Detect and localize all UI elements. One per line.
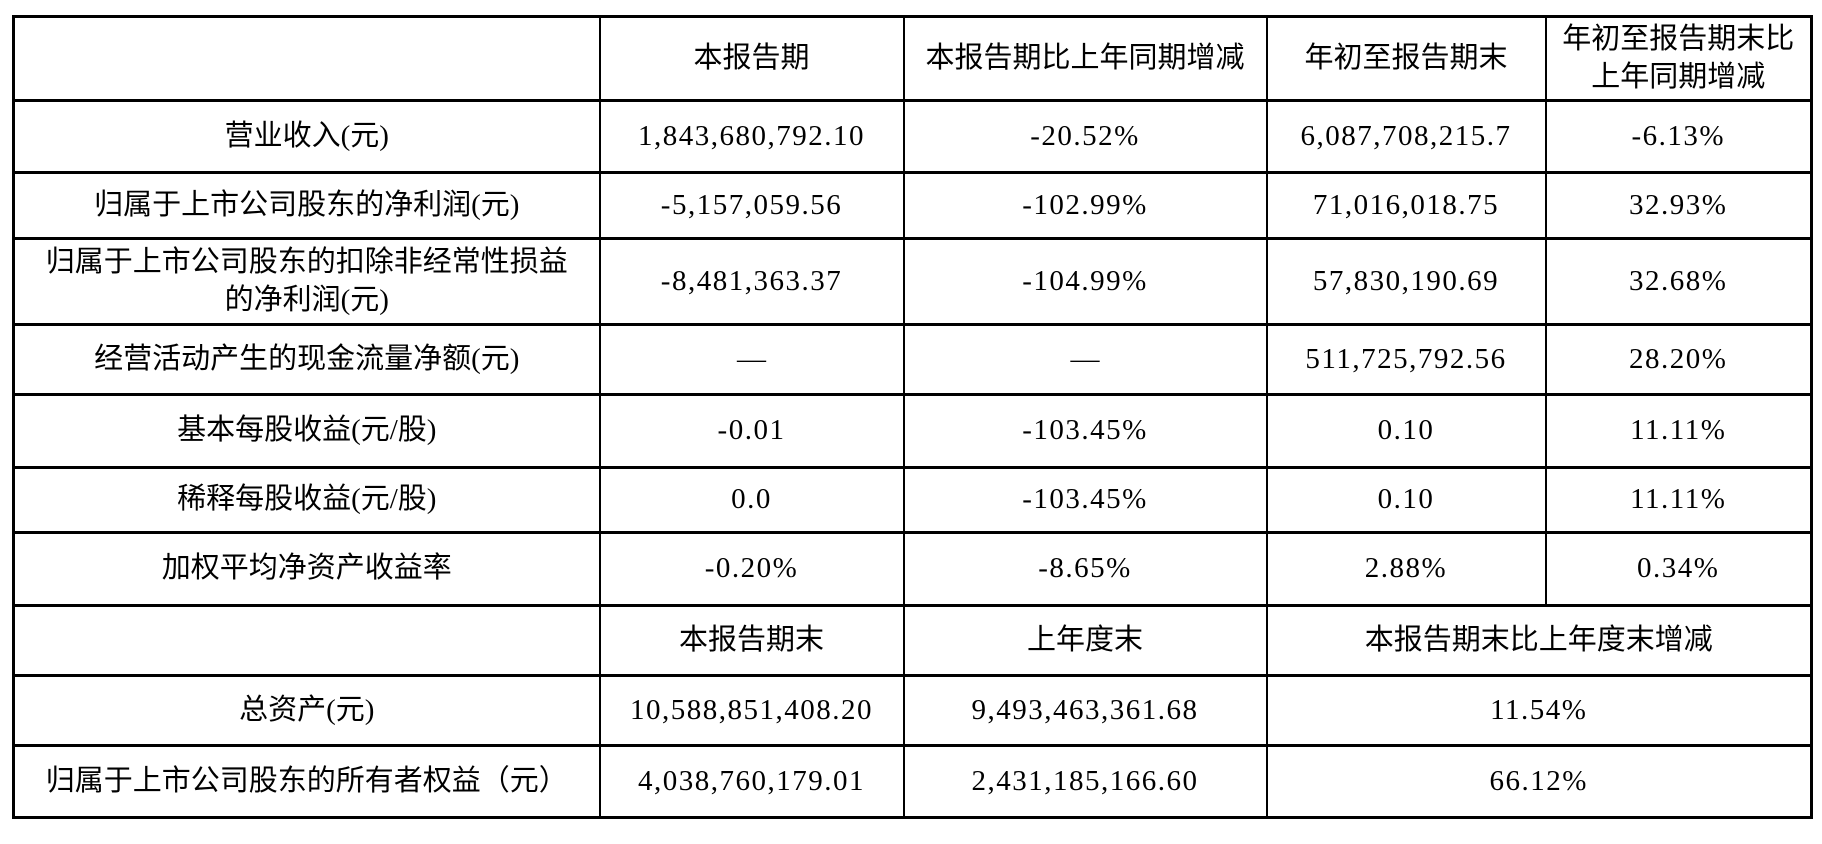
cell-value: 28.20% (1544, 322, 1813, 396)
cell-value: 0.34% (1544, 530, 1813, 607)
row-label: 经营活动产生的现金流量净额(元) (12, 322, 601, 396)
cell-value: -103.45% (902, 392, 1268, 469)
cell-value: 10,588,851,408.20 (598, 673, 905, 747)
cell-value: 9,493,463,361.68 (902, 673, 1268, 747)
header-row-period: 本报告期 本报告期比上年同期增减 年初至报告期末 年初至报告期末比 上年同期增减 (12, 15, 1813, 102)
table-row-total-assets: 总资产(元) 10,588,851,408.20 9,493,463,361.6… (12, 673, 1813, 747)
cell-value: 2.88% (1265, 530, 1547, 607)
cell-value: -8.65% (902, 530, 1268, 607)
row-label-line2: 的净利润(元) (224, 284, 389, 317)
cell-value: -8,481,363.37 (598, 236, 905, 326)
cell-value: 0.10 (1265, 465, 1547, 534)
row-label: 归属于上市公司股东的所有者权益（元） (12, 743, 601, 819)
cell-value: -104.99% (902, 236, 1268, 326)
cell-value: 1,843,680,792.10 (598, 98, 905, 174)
cell-value: 32.93% (1544, 170, 1813, 240)
cell-value: 511,725,792.56 (1265, 322, 1547, 396)
cell-value-merged: 11.54% (1265, 673, 1813, 747)
header-current-period: 本报告期 (598, 15, 905, 102)
table-row-net-profit-excl-nonrecurring: 归属于上市公司股东的扣除非经常性损益 的净利润(元) -8,481,363.37… (12, 236, 1813, 326)
row-label: 基本每股收益(元/股) (12, 392, 601, 469)
cell-value: 6,087,708,215.7 (1265, 98, 1547, 174)
row-label: 归属于上市公司股东的净利润(元) (12, 170, 601, 240)
cell-value: -5,157,059.56 (598, 170, 905, 240)
header-ytd-yoy-change-line1: 年初至报告期末比 (1562, 23, 1795, 55)
table-row-basic-eps: 基本每股收益(元/股) -0.01 -103.45% 0.10 11.11% (12, 392, 1813, 469)
cell-value-merged: 66.12% (1265, 743, 1813, 819)
table-row-operating-cash-flow: 经营活动产生的现金流量净额(元) — — 511,725,792.56 28.2… (12, 322, 1813, 396)
table-row-shareholders-equity: 归属于上市公司股东的所有者权益（元） 4,038,760,179.01 2,43… (12, 743, 1813, 819)
cell-value: 0.0 (598, 465, 905, 534)
header-row-period-end: 本报告期末 上年度末 本报告期末比上年度末增减 (12, 603, 1813, 677)
table-row-weighted-roe: 加权平均净资产收益率 -0.20% -8.65% 2.88% 0.34% (12, 530, 1813, 607)
header-prior-year-end: 上年度末 (902, 603, 1268, 677)
header-current-period-end: 本报告期末 (598, 603, 905, 677)
cell-dash: — (598, 322, 905, 396)
cell-value: 2,431,185,166.60 (902, 743, 1268, 819)
cell-value: 11.11% (1544, 392, 1813, 469)
cell-value: -20.52% (902, 98, 1268, 174)
header-corner-cell (12, 603, 601, 677)
header-period-end-change: 本报告期末比上年度末增减 (1265, 603, 1813, 677)
row-label: 加权平均净资产收益率 (12, 530, 601, 607)
cell-value: -103.45% (902, 465, 1268, 534)
cell-dash: — (902, 322, 1268, 396)
cell-value: -102.99% (902, 170, 1268, 240)
cell-value: 11.11% (1544, 465, 1813, 534)
header-period-yoy-change: 本报告期比上年同期增减 (902, 15, 1268, 102)
row-label: 营业收入(元) (12, 98, 601, 174)
table-row-net-profit: 归属于上市公司股东的净利润(元) -5,157,059.56 -102.99% … (12, 170, 1813, 240)
cell-value: 32.68% (1544, 236, 1813, 326)
cell-value: 57,830,190.69 (1265, 236, 1547, 326)
financial-summary-table: 本报告期 本报告期比上年同期增减 年初至报告期末 年初至报告期末比 上年同期增减… (12, 15, 1813, 819)
row-label: 归属于上市公司股东的扣除非经常性损益 的净利润(元) (12, 236, 601, 326)
row-label-line1: 归属于上市公司股东的扣除非经常性损益 (45, 245, 568, 278)
cell-value: -6.13% (1544, 98, 1813, 174)
row-label: 稀释每股收益(元/股) (12, 465, 601, 534)
table-row-diluted-eps: 稀释每股收益(元/股) 0.0 -103.45% 0.10 11.11% (12, 465, 1813, 534)
cell-value: -0.20% (598, 530, 905, 607)
header-ytd-yoy-change-line2: 上年同期增减 (1591, 61, 1766, 94)
cell-value: -0.01 (598, 392, 905, 469)
header-ytd-yoy-change: 年初至报告期末比 上年同期增减 (1544, 15, 1813, 102)
row-label: 总资产(元) (12, 673, 601, 747)
cell-value: 0.10 (1265, 392, 1547, 469)
cell-value: 4,038,760,179.01 (598, 743, 905, 819)
table-row-revenue: 营业收入(元) 1,843,680,792.10 -20.52% 6,087,7… (12, 98, 1813, 174)
header-ytd: 年初至报告期末 (1265, 15, 1547, 102)
header-corner-cell (12, 15, 601, 102)
cell-value: 71,016,018.75 (1265, 170, 1547, 240)
